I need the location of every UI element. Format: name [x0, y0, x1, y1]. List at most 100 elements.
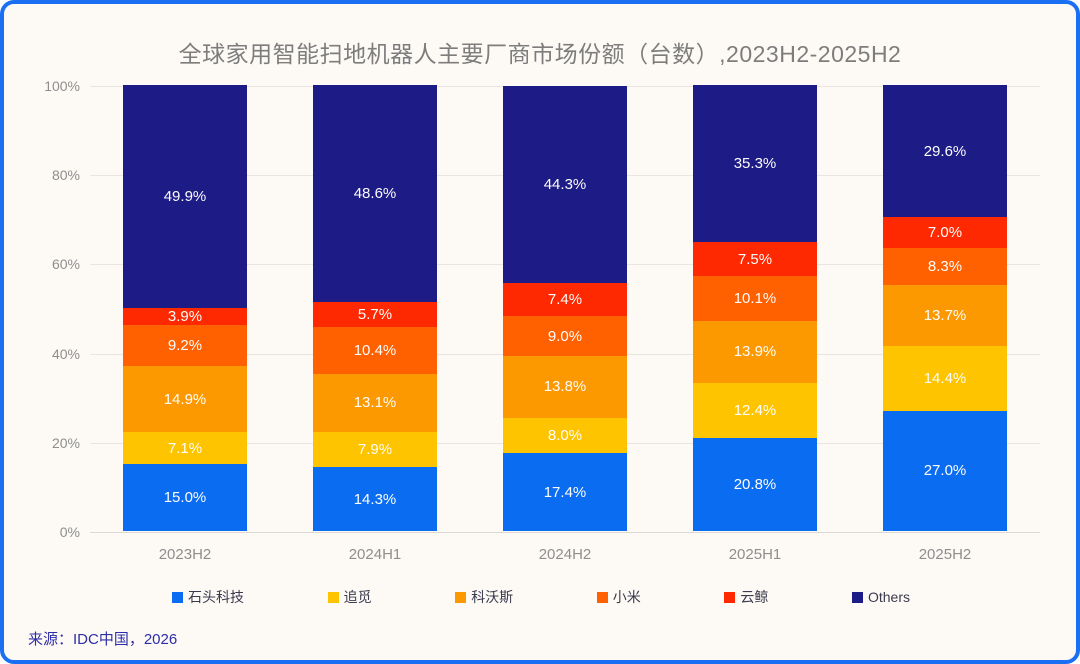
legend-item-小米[interactable]: 小米	[596, 587, 641, 607]
x-axis-label-2023H2: 2023H2	[158, 546, 212, 563]
legend-swatch-icon	[327, 591, 339, 603]
bar-segment-value-label: 7.4%	[547, 291, 583, 309]
bar-segment-value-label: 13.9%	[733, 343, 777, 361]
bar-segment-Others[interactable]: 35.3%	[693, 85, 817, 243]
bar-segment-value-label: 10.1%	[733, 289, 777, 307]
bar-2025H2: 27.0% 14.4% 13.7% 8.3% 7.0% 29.6%	[883, 85, 1007, 531]
legend-item-科沃斯[interactable]: 科沃斯	[455, 587, 513, 607]
bar-segment-科沃斯[interactable]: 13.9%	[693, 320, 817, 383]
y-axis-tick-label: 80%	[51, 167, 80, 184]
bar-segment-小米[interactable]: 9.2%	[123, 324, 247, 366]
legend-swatch-icon	[455, 591, 467, 603]
legend: 石头科技 追觅 科沃斯 小米 云鲸 Others	[172, 587, 910, 607]
bar-segment-value-label: 17.4%	[543, 483, 587, 501]
bar-segment-小米[interactable]: 8.3%	[883, 248, 1007, 286]
bar-segment-value-label: 13.1%	[353, 394, 397, 412]
bar-segment-value-label: 44.3%	[543, 175, 587, 193]
bar-segment-石头科技[interactable]: 20.8%	[693, 438, 817, 531]
bar-segment-value-label: 5.7%	[357, 306, 393, 323]
x-axis-label-2025H1: 2025H1	[728, 546, 782, 563]
bar-2025H1: 20.8% 12.4% 13.9% 10.1% 7.5% 35.3%	[693, 85, 817, 531]
bar-segment-value-label: 14.9%	[163, 390, 207, 408]
bar-segment-追觅[interactable]: 14.4%	[883, 346, 1007, 411]
bar-segment-value-label: 48.6%	[353, 184, 397, 202]
x-axis-label-2024H2: 2024H2	[538, 546, 592, 563]
bar-segment-云鲸[interactable]: 5.7%	[313, 301, 437, 328]
bar-segment-value-label: 13.8%	[543, 378, 587, 396]
bar-segment-Others[interactable]: 29.6%	[883, 85, 1007, 218]
bar-segment-value-label: 7.0%	[927, 224, 963, 242]
x-axis-label-2024H1: 2024H1	[348, 546, 402, 563]
legend-item-label: 追觅	[343, 589, 372, 605]
legend-item-label: Others	[867, 589, 910, 605]
legend-item-石头科技[interactable]: 石头科技	[172, 587, 244, 607]
y-axis-tick-label: 40%	[51, 345, 80, 362]
bar-2024H2: 17.4% 8.0% 13.8% 9.0% 7.4% 44.3%	[503, 85, 627, 531]
bar-segment-云鲸[interactable]: 7.4%	[503, 283, 627, 317]
bar-segment-value-label: 27.0%	[923, 462, 967, 480]
legend-swatch-icon	[172, 591, 183, 603]
bar-segment-value-label: 8.3%	[927, 258, 963, 276]
legend-item-追觅[interactable]: 追觅	[327, 587, 372, 607]
bar-segment-云鲸[interactable]: 7.5%	[693, 242, 817, 276]
bar-segment-石头科技[interactable]: 14.3%	[313, 467, 437, 531]
bar-segment-小米[interactable]: 10.4%	[313, 327, 437, 374]
bar-segment-Others[interactable]: 48.6%	[313, 85, 437, 302]
bar-segment-Others[interactable]: 44.3%	[503, 85, 627, 284]
gridline-0%	[90, 532, 1040, 533]
y-axis-tick-label: 100%	[44, 78, 80, 94]
bar-segment-科沃斯[interactable]: 13.1%	[313, 373, 437, 433]
source-note: 来源：IDC中国，2026	[28, 631, 178, 648]
plot-area: 0% 20% 40% 60% 80% 100% 15.0% 7.1% 14.9% 9.2% 3.9%…	[44, 78, 1040, 563]
bar-segment-石头科技[interactable]: 27.0%	[883, 410, 1007, 531]
legend-swatch-icon	[851, 591, 863, 603]
bar-segment-追觅[interactable]: 8.0%	[503, 417, 627, 454]
bar-segment-value-label: 49.9%	[163, 187, 207, 205]
bar-segment-value-label: 15.0%	[163, 489, 207, 507]
legend-item-label: 科沃斯	[471, 589, 514, 605]
bar-segment-value-label: 7.1%	[167, 439, 203, 457]
y-axis-tick-label: 0%	[59, 524, 80, 540]
legend-swatch-icon	[724, 591, 736, 603]
chart-title: 全球家用智能扫地机器人主要厂商市场份额（台数）,2023H2-2025H2	[178, 41, 902, 67]
bar-segment-value-label: 8.0%	[547, 427, 583, 445]
legend-item-label: 云鲸	[740, 589, 769, 605]
bar-2024H1: 14.3% 7.9% 13.1% 10.4% 5.7% 48.6%	[313, 85, 437, 531]
bar-segment-value-label: 35.3%	[733, 155, 777, 173]
legend-item-label: 小米	[612, 589, 641, 605]
bar-segment-科沃斯[interactable]: 14.9%	[123, 366, 247, 433]
bar-segment-石头科技[interactable]: 15.0%	[123, 464, 247, 531]
bar-segment-小米[interactable]: 9.0%	[503, 316, 627, 357]
bar-segment-石头科技[interactable]: 17.4%	[503, 453, 627, 531]
bar-segment-value-label: 20.8%	[733, 476, 777, 494]
legend-item-云鲸[interactable]: 云鲸	[724, 587, 768, 607]
bar-segment-value-label: 14.4%	[923, 369, 967, 387]
bar-segment-追觅[interactable]: 7.1%	[123, 432, 247, 465]
bar-segment-追觅[interactable]: 7.9%	[313, 432, 437, 468]
bar-segment-value-label: 9.0%	[547, 327, 583, 345]
bar-segment-value-label: 13.7%	[923, 307, 967, 325]
y-axis-tick-label: 60%	[51, 256, 80, 273]
bar-segment-value-label: 12.4%	[733, 402, 777, 420]
bar-segment-云鲸[interactable]: 3.9%	[123, 307, 247, 325]
bar-segment-value-label: 3.9%	[167, 307, 203, 325]
legend-item-label: 石头科技	[188, 589, 244, 605]
bar-segment-value-label: 14.3%	[353, 490, 397, 508]
bar-segment-小米[interactable]: 10.1%	[693, 275, 817, 321]
bar-segment-Others[interactable]: 49.9%	[123, 85, 247, 308]
bar-segment-科沃斯[interactable]: 13.8%	[503, 356, 627, 418]
y-axis-tick-label: 20%	[51, 434, 80, 451]
bar-segment-科沃斯[interactable]: 13.7%	[883, 285, 1007, 347]
bar-2023H2: 15.0% 7.1% 14.9% 9.2% 3.9% 49.9%	[123, 85, 247, 531]
bar-segment-value-label: 7.5%	[737, 250, 773, 268]
legend-swatch-icon	[596, 591, 608, 603]
x-axis-label-2025H2: 2025H2	[918, 546, 972, 563]
bar-segment-value-label: 9.2%	[167, 336, 203, 354]
legend-item-Others[interactable]: Others	[851, 589, 910, 605]
bar-segment-value-label: 7.9%	[357, 441, 393, 459]
bar-segment-value-label: 10.4%	[353, 341, 397, 359]
bar-segment-value-label: 29.6%	[923, 142, 967, 160]
bar-segment-云鲸[interactable]: 7.0%	[883, 217, 1007, 249]
bar-segment-追觅[interactable]: 12.4%	[693, 382, 817, 439]
